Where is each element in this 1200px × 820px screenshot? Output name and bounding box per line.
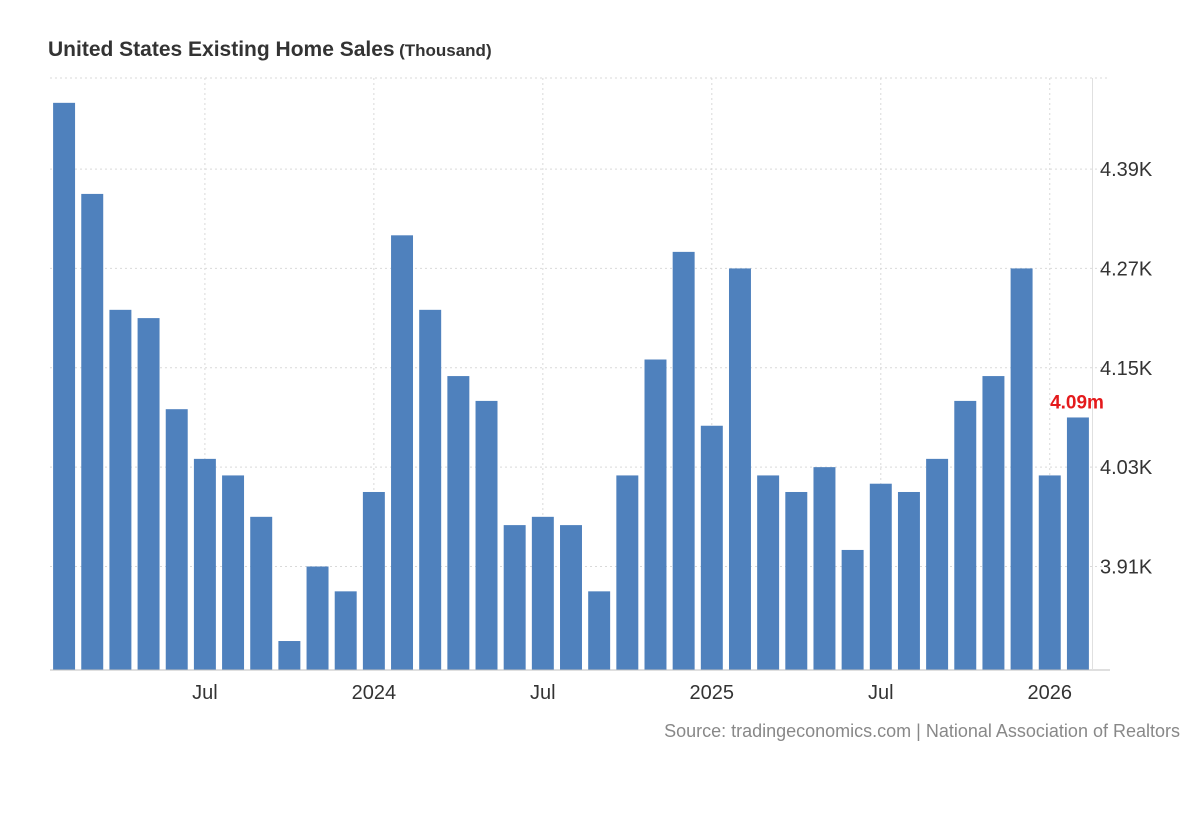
bar [165, 409, 188, 670]
bar [306, 566, 329, 670]
bar [475, 400, 498, 670]
bar [391, 235, 414, 670]
bar [193, 458, 216, 670]
bar [560, 525, 582, 670]
bar [728, 268, 751, 670]
x-tick-label: 2025 [690, 682, 735, 704]
axes [50, 78, 1110, 671]
chart-title: United States Existing Home Sales (Thous… [48, 38, 492, 62]
bar [109, 309, 132, 670]
bar [531, 516, 554, 670]
x-tick-label: Jul [530, 682, 556, 704]
bar [81, 193, 104, 670]
chart-title-unit: (Thousand) [399, 41, 492, 60]
bar [616, 475, 639, 670]
y-tick-label: 4.39K [1100, 159, 1153, 181]
bar [334, 591, 357, 670]
bar [982, 376, 1005, 670]
y-tick-label: 4.27K [1100, 258, 1153, 280]
bar [897, 491, 920, 670]
bar [1038, 475, 1061, 670]
y-tick-label: 4.15K [1100, 358, 1153, 380]
bar [250, 516, 273, 670]
bar [137, 318, 160, 670]
x-tick-label: Jul [192, 682, 218, 704]
y-tick-label: 3.91K [1100, 557, 1153, 579]
bar [588, 591, 611, 670]
y-tick-label: 4.03K [1100, 457, 1153, 479]
bar [1010, 268, 1033, 670]
x-tick-label: Jul [868, 682, 894, 704]
bar [954, 400, 977, 670]
bar [672, 251, 695, 670]
bar [644, 359, 667, 670]
source-note: Source: tradingeconomics.com | National … [664, 721, 1180, 741]
bar [1066, 417, 1089, 670]
bar [841, 549, 864, 670]
bar [53, 102, 76, 670]
bar [785, 491, 808, 670]
bar [362, 491, 385, 670]
bar [503, 525, 526, 670]
axis-labels: 3.91K 4.03K 4.15K 4.27K 4.39K Jul 2024 Jul 2025 J… [192, 159, 1153, 704]
last-value-label: 4.09m [1050, 392, 1104, 413]
bar [700, 425, 723, 670]
bar [222, 475, 245, 670]
x-tick-label: 2024 [352, 682, 397, 704]
bar [813, 467, 836, 670]
bars [53, 102, 1089, 670]
bar [278, 641, 301, 670]
chart-title-text: United States Existing Home Sales [48, 38, 395, 61]
bar [869, 483, 892, 670]
bar [419, 309, 442, 670]
bar [447, 376, 470, 670]
bar [757, 475, 780, 670]
x-tick-label: 2026 [1028, 682, 1073, 704]
bar [926, 458, 949, 670]
